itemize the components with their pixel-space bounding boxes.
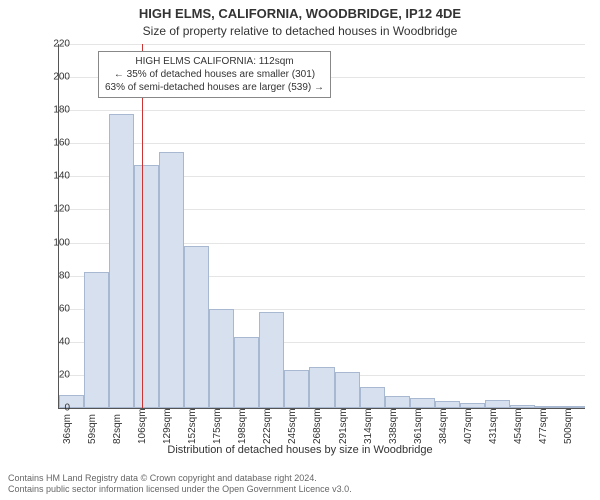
x-axis-label: Distribution of detached houses by size … [0,444,600,456]
annotation-line3: 63% of semi-detached houses are larger (… [105,81,324,94]
gridline [59,110,585,111]
x-tick: 338sqm [388,408,399,444]
plot-area [58,44,585,409]
bar [134,165,159,408]
chart-subtitle: Size of property relative to detached ho… [0,24,600,38]
y-tick: 140 [34,171,70,182]
bar [234,337,259,408]
x-tick: 36sqm [62,414,73,444]
gridline [59,143,585,144]
bar [184,246,209,408]
x-tick: 198sqm [237,408,248,444]
y-tick: 160 [34,138,70,149]
x-tick: 314sqm [363,408,374,444]
gridline [59,44,585,45]
x-tick: 175sqm [212,408,223,444]
x-tick: 384sqm [438,408,449,444]
annotation-line2: ← 35% of detached houses are smaller (30… [105,68,324,81]
y-tick: 40 [34,336,70,347]
bar [335,372,360,408]
marker-line [142,44,143,408]
x-tick: 59sqm [87,414,98,444]
bar [284,370,309,408]
y-tick: 180 [34,105,70,116]
bar [209,309,234,408]
y-tick: 20 [34,369,70,380]
y-tick: 120 [34,204,70,215]
x-tick: 152sqm [187,408,198,444]
footer: Contains HM Land Registry data © Crown c… [8,473,592,496]
bar [485,400,510,408]
y-tick: 60 [34,303,70,314]
x-tick: 106sqm [137,408,148,444]
footer-line1: Contains HM Land Registry data © Crown c… [8,473,592,485]
bar [259,312,284,408]
x-tick: 268sqm [312,408,323,444]
bar [435,401,460,408]
chart-title: HIGH ELMS, CALIFORNIA, WOODBRIDGE, IP12 … [0,6,600,21]
bar [159,152,184,408]
x-tick: 407sqm [463,408,474,444]
y-tick: 220 [34,39,70,50]
x-tick: 129sqm [162,408,173,444]
x-tick: 361sqm [413,408,424,444]
bar [84,272,109,408]
x-tick: 431sqm [488,408,499,444]
bar [109,114,134,409]
bar [460,403,485,408]
x-tick: 222sqm [262,408,273,444]
x-tick: 477sqm [538,408,549,444]
y-tick: 0 [34,403,70,414]
x-tick: 245sqm [287,408,298,444]
footer-line2: Contains public sector information licen… [8,484,592,496]
y-tick: 80 [34,270,70,281]
x-tick: 291sqm [338,408,349,444]
bar [309,367,334,408]
chart-container: HIGH ELMS, CALIFORNIA, WOODBRIDGE, IP12 … [0,0,600,500]
x-tick: 500sqm [563,408,574,444]
bar [385,396,410,408]
bar [410,398,435,408]
y-tick: 200 [34,72,70,83]
y-tick: 100 [34,237,70,248]
x-tick: 454sqm [513,408,524,444]
bar [360,387,385,409]
x-tick: 82sqm [112,414,123,444]
annotation-line1: HIGH ELMS CALIFORNIA: 112sqm [105,55,324,68]
annotation-box: HIGH ELMS CALIFORNIA: 112sqm ← 35% of de… [98,51,331,98]
